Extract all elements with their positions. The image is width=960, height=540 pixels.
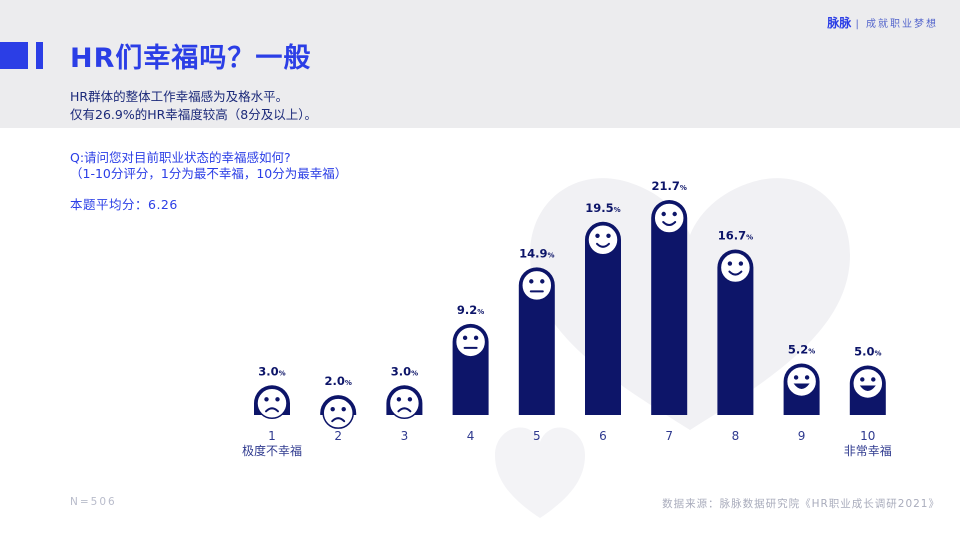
tick-label-9: 9 [798,429,806,443]
value-label-6: 19.5% [585,201,620,215]
tick-sublabel-1: 极度不幸福 [242,443,302,458]
page-title: HR们幸福吗？一般 [70,43,312,74]
bar-7 [651,200,688,415]
question-line-2: （1-10分评分，1分为最不幸福，10分为最幸福） [70,166,348,181]
value-label-4: 9.2% [457,303,484,317]
face-icon-laugh [785,365,818,398]
face-icon-sad [322,397,354,429]
face-icon-smile [653,202,685,234]
face-icon-smile [587,224,619,256]
value-label-10: 5.0% [854,344,881,358]
value-label-3: 3.0% [391,364,418,378]
face-icon-sad [256,387,288,420]
bar-6 [585,221,621,415]
title-accent-stripe [36,42,43,69]
subtitle-line-1: HR群体的整体工作幸福感为及格水平。 [70,89,289,104]
bar-5 [518,267,555,415]
tick-label-10: 10 [860,429,875,443]
face-icon-laugh [852,367,884,400]
small-heart-decoration [495,427,585,518]
subtitle-line-2: 仅有26.9%的HR幸福度较高（8分及以上）。 [70,107,317,122]
brand-name: 脉脉 [827,16,852,30]
header-band [0,0,960,128]
value-label-5: 14.9% [519,246,554,260]
value-label-8: 16.7% [718,229,753,243]
face-icon-neutral [521,269,553,302]
survey-question: Q:请问您对目前职业状态的幸福感如何? （1-10分评分，1分为最不幸福，10分… [70,150,347,182]
title-accent-block [0,42,28,69]
tick-label-8: 8 [732,429,740,443]
face-icon-sad [388,387,421,420]
tick-sublabel-10: 非常幸福 [844,443,892,458]
value-label-9: 5.2% [788,342,815,356]
face-icon-neutral [454,326,487,358]
average-score: 本题平均分：6.26 [70,197,178,212]
brand-logo: 脉脉 | 成就职业梦想 [827,16,938,30]
value-label-7: 21.7% [652,179,687,193]
tick-label-2: 2 [334,429,342,443]
face-icon-smile [719,251,752,284]
value-label-2: 2.0% [325,374,352,388]
value-label-1: 3.0% [258,364,285,378]
bar-8 [717,249,754,415]
data-source: 数据来源：脉脉数据研究院《HR职业成长调研2021》 [662,498,940,510]
tick-label-3: 3 [401,429,409,443]
tick-label-6: 6 [599,429,607,443]
question-line-1: Q:请问您对目前职业状态的幸福感如何? [70,150,291,165]
tick-label-7: 7 [665,429,673,443]
sample-size: N=506 [70,496,117,508]
tick-label-5: 5 [533,429,541,443]
tick-label-1: 1 [268,429,276,443]
brand-tagline: 成就职业梦想 [866,19,938,30]
tick-label-4: 4 [467,429,475,443]
